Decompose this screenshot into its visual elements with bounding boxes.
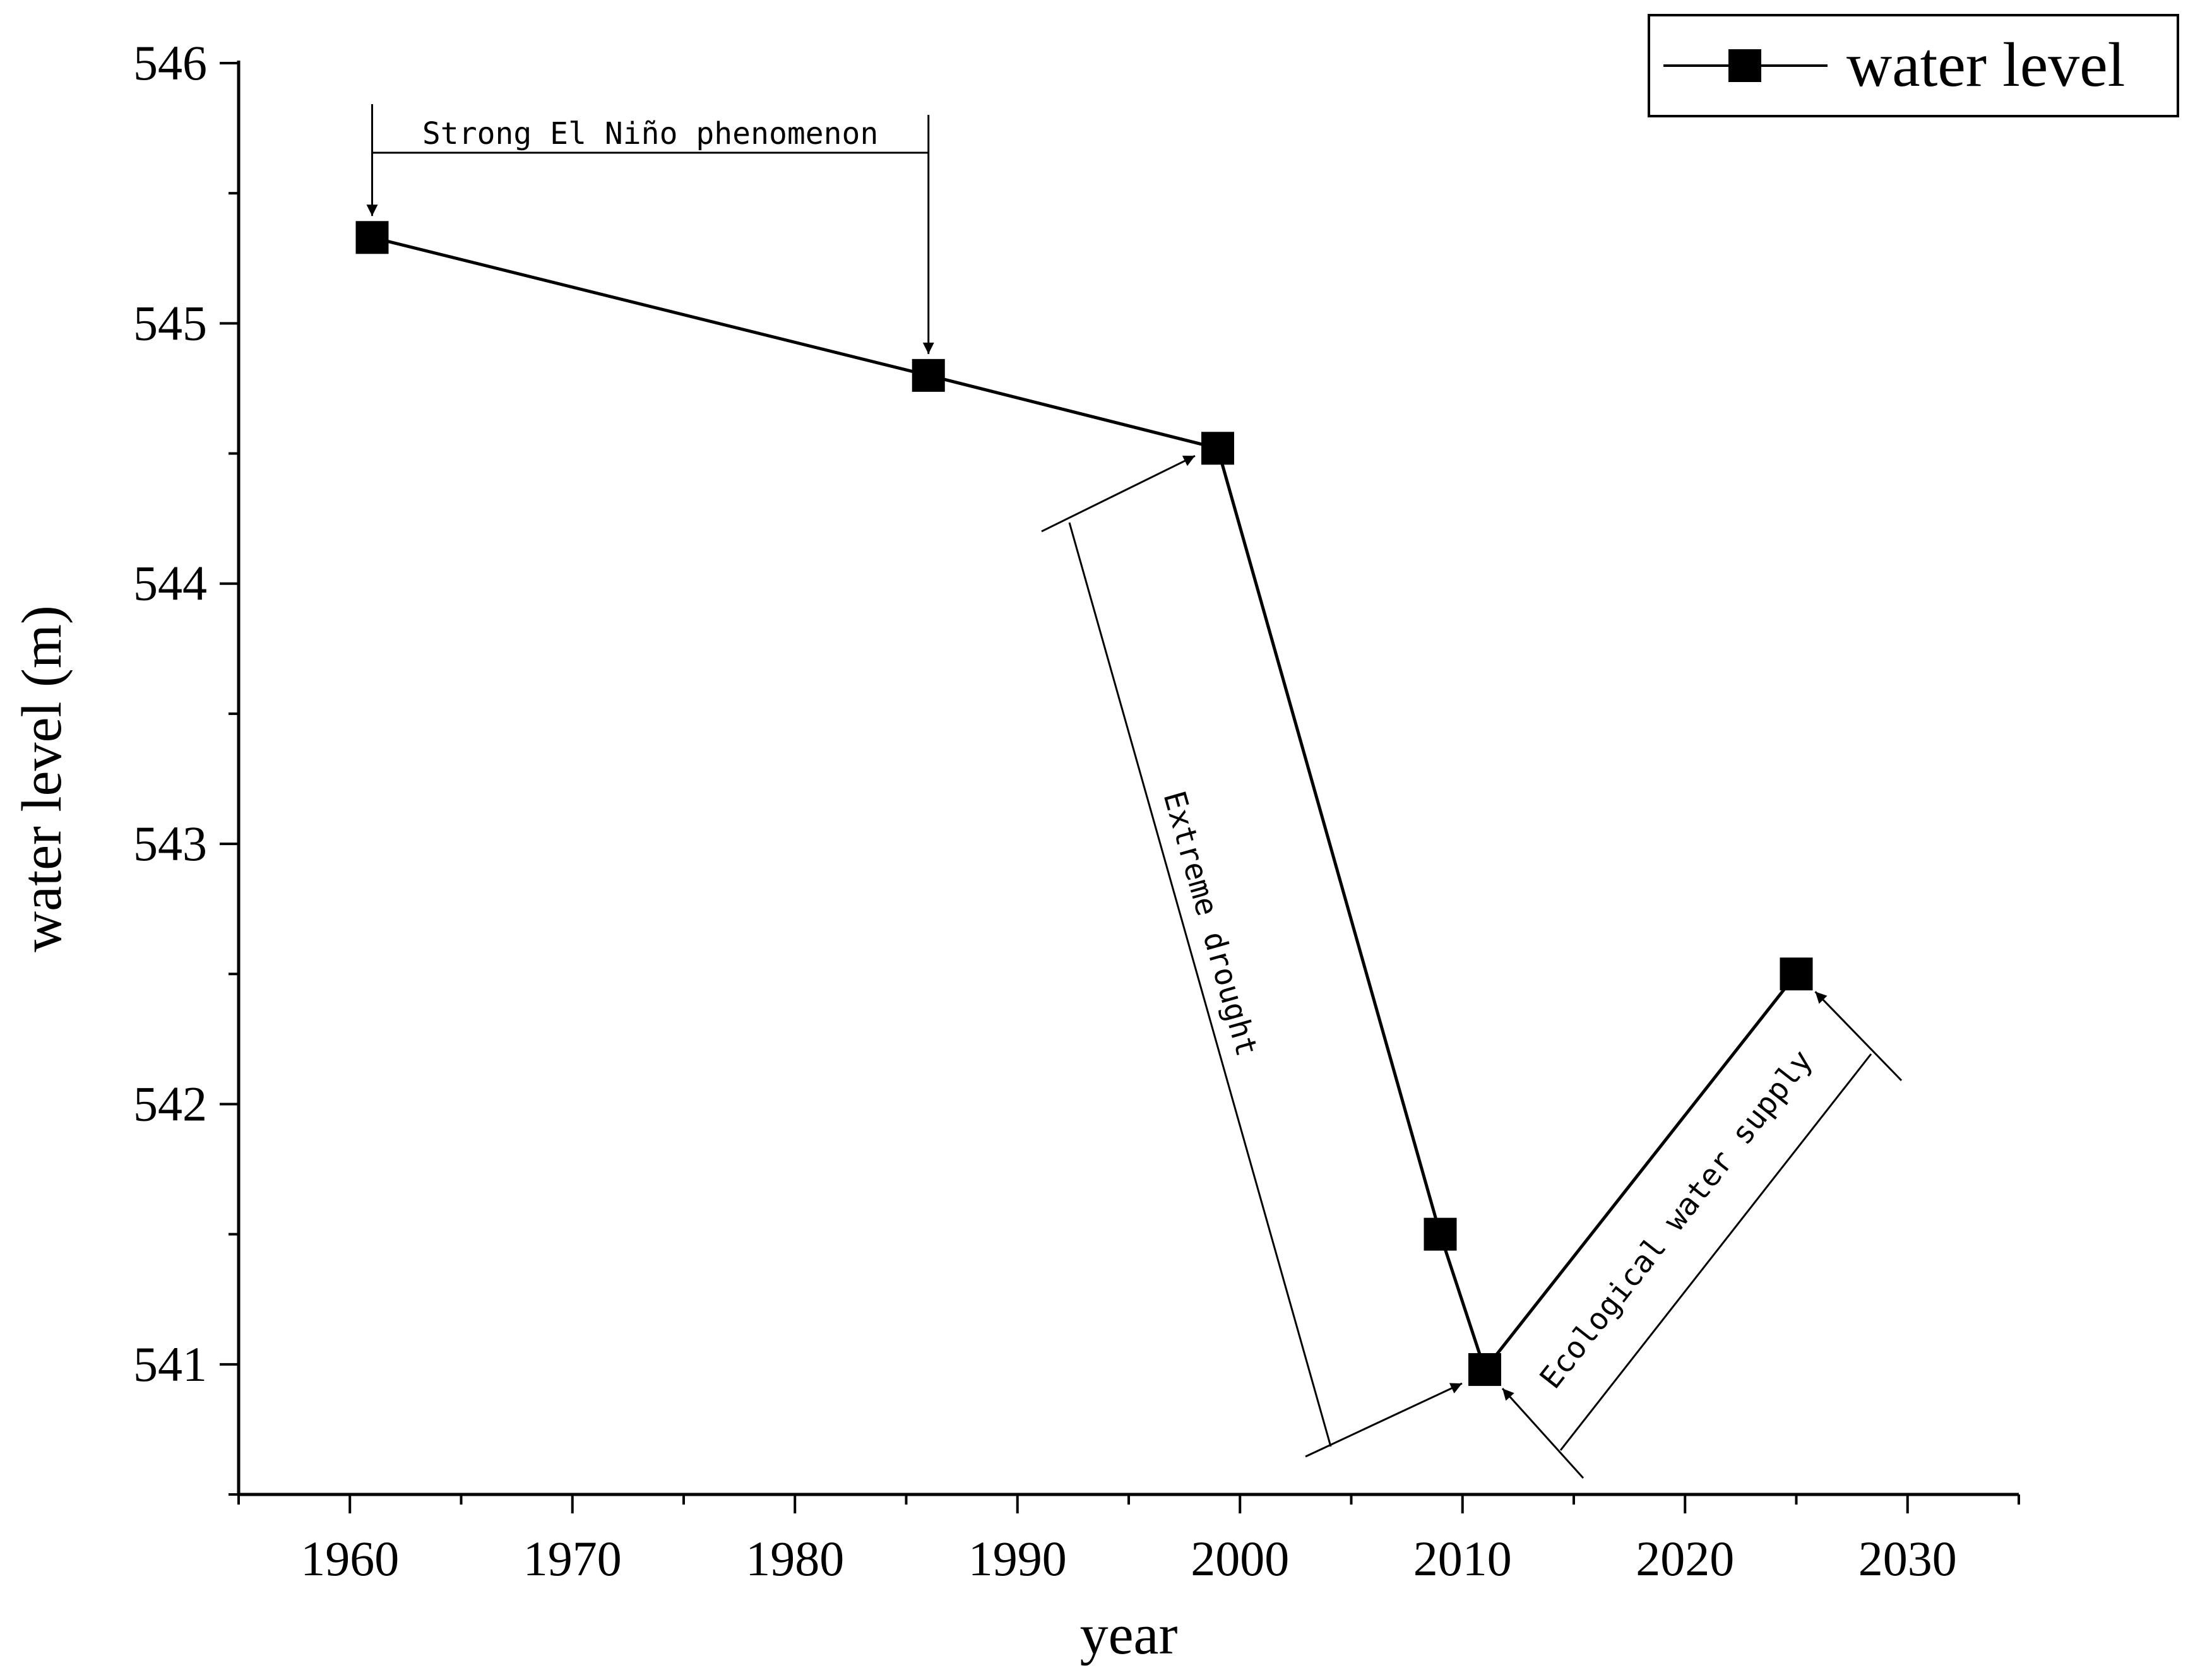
data-point-marker [1468,1353,1501,1387]
x-tick-label: 2010 [1413,1531,1512,1586]
y-tick-label: 544 [133,556,207,611]
y-tick-label: 543 [133,816,207,871]
legend-marker [1728,49,1761,82]
annotation-el-nino-text: Strong El Niño phenomenon [422,116,878,151]
data-point-marker [912,358,945,392]
legend: water level [1648,14,2179,117]
y-axis-ticks: 541 542 543 544 545 546 [133,35,239,1496]
series-line-water-level [371,235,1798,1373]
legend-label: water level [1846,30,2125,100]
x-tick-label: 1990 [968,1531,1067,1586]
data-point-marker [1780,957,1813,991]
x-tick-label: 2000 [1191,1531,1289,1586]
x-axis-label: year [1080,1604,1178,1666]
annotation-extreme-drought: Extreme drought [1041,454,1463,1458]
annotation-ecological-water-supply: Ecological water supply [1501,991,1903,1479]
y-tick-label: 545 [133,295,207,350]
annotation-el-nino: Strong El Niño phenomenon [366,104,934,354]
annotation-ecological-water-supply-text: Ecological water supply [1533,1043,1819,1395]
x-tick-label: 1960 [300,1531,399,1586]
y-axis-label: water level (m) [11,605,73,952]
x-axis-ticks: 1960 1970 1980 1990 2000 2010 2020 2030 [237,1494,2020,1586]
y-tick-label: 546 [133,35,207,90]
data-point-marker [1424,1217,1457,1251]
y-tick-label: 541 [133,1337,207,1392]
data-point-marker [1201,432,1234,465]
y-tick-label: 542 [133,1076,207,1131]
x-tick-label: 1980 [746,1531,844,1586]
data-point-marker [355,221,389,254]
x-tick-label: 2030 [1858,1531,1957,1586]
x-tick-label: 1970 [523,1531,622,1586]
x-tick-label: 2020 [1636,1531,1734,1586]
series-markers [355,221,1813,1387]
